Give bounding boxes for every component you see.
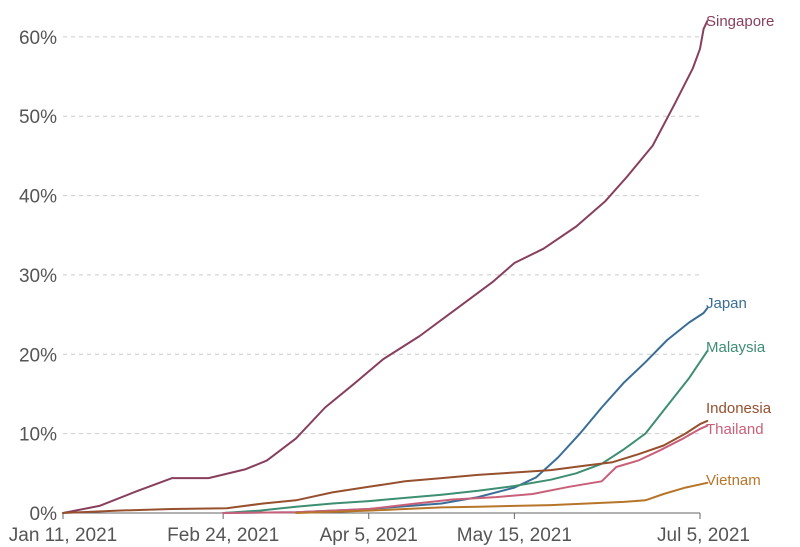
y-tick-label: 10% xyxy=(19,425,57,446)
series-label-thailand: Thailand xyxy=(706,421,764,438)
series-label-singapore: Singapore xyxy=(706,13,774,30)
series-label-indonesia: Indonesia xyxy=(706,400,772,417)
x-axis: Jan 11, 2021 Feb 24, 2021 Apr 5, 2021 May 1… xyxy=(9,512,750,546)
series-labels: Singapore Japan Malaysia Indonesia Thailand V… xyxy=(706,13,774,489)
y-tick-label: 40% xyxy=(19,187,57,208)
y-tick-label: 50% xyxy=(19,107,57,128)
x-tick-label: Jul 5, 2021 xyxy=(657,525,750,546)
y-tick-label: 20% xyxy=(19,345,57,366)
series-line-indonesia xyxy=(62,419,709,514)
series-lines xyxy=(62,20,709,514)
y-tick-label: 0% xyxy=(30,504,58,525)
y-tick-label: 60% xyxy=(19,28,57,49)
x-tick-label: Apr 5, 2021 xyxy=(320,525,418,546)
series-label-japan: Japan xyxy=(706,295,747,312)
series-line-thailand xyxy=(222,424,709,514)
x-tick-label: May 15, 2021 xyxy=(457,525,572,546)
series-line-malaysia xyxy=(222,350,709,514)
series-line-vietnam xyxy=(295,481,709,514)
x-tick-label: Feb 24, 2021 xyxy=(167,525,279,546)
gridlines xyxy=(63,36,700,435)
y-tick-label: 30% xyxy=(19,266,57,287)
series-label-malaysia: Malaysia xyxy=(706,339,766,356)
series-label-vietnam: Vietnam xyxy=(706,472,761,489)
series-line-singapore xyxy=(62,20,709,514)
y-axis-ticks: 0% 10% 20% 30% 40% 50% 60% xyxy=(19,28,57,525)
series-line-japan xyxy=(222,307,709,514)
x-tick-label: Jan 11, 2021 xyxy=(9,525,117,546)
